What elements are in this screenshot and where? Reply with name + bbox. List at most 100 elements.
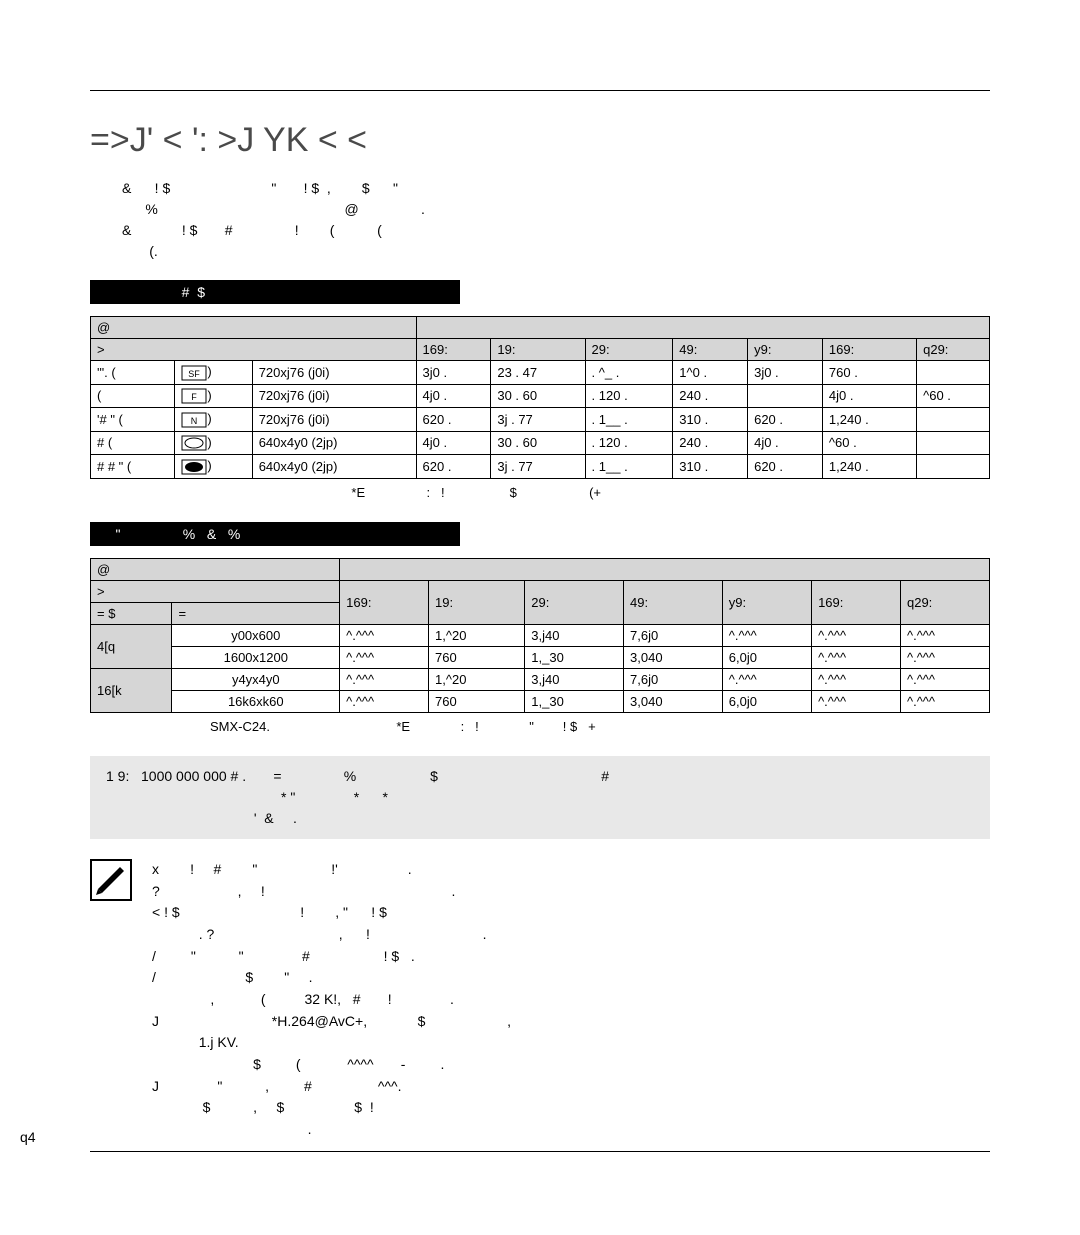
t1-cell <box>917 455 990 479</box>
t1-cell <box>748 384 823 408</box>
t1-cell: 310 . <box>673 408 748 432</box>
t1-cell: 620 . <box>748 408 823 432</box>
t1-cell <box>917 431 990 455</box>
t2-cell: 6,0j0 <box>722 690 811 712</box>
t2-cell: 3,040 <box>624 646 723 668</box>
t1-spec: 720xj76 (j0i) <box>252 384 416 408</box>
t1-cell: 310 . <box>673 455 748 479</box>
t1-cell: 240 . <box>673 384 748 408</box>
t1-cell: 3j0 . <box>748 361 823 385</box>
t1-col: 19: <box>491 339 585 361</box>
t1-cell: ^60 . <box>917 384 990 408</box>
t1-cell: 4j0 . <box>416 431 491 455</box>
top-rule <box>90 90 990 91</box>
t1-cell: 620 . <box>748 455 823 479</box>
table-2: @ > 169: 19: 29: 49: y9: 169: q29: = $ =… <box>90 558 990 713</box>
page: =>J' < ': >J YK < < & ! $ " ! $ , $ " % … <box>0 0 1080 1172</box>
t2-col: q29: <box>900 580 989 624</box>
t2-subleft-b: = <box>172 602 340 624</box>
t1-label: '# " ( <box>91 408 175 432</box>
t1-cell: 3j0 . <box>416 361 491 385</box>
t2-col: y9: <box>722 580 811 624</box>
quality-icon: F) <box>175 384 252 408</box>
t2-cell: ^.^^^ <box>722 668 811 690</box>
t1-cell: 3j . 77 <box>491 455 585 479</box>
t2-cell: 7,6j0 <box>624 668 723 690</box>
t2-cell: ^.^^^ <box>812 668 901 690</box>
t1-cell: . 120 . <box>585 431 673 455</box>
quality-icon: ) <box>175 431 252 455</box>
t1-cell <box>917 361 990 385</box>
t1-footnote: *E : ! $ (+ <box>290 485 990 500</box>
t1-label: ( <box>91 384 175 408</box>
t2-cell: 6,0j0 <box>722 646 811 668</box>
t2-hdr-major: @ <box>91 558 340 580</box>
t1-col: 49: <box>673 339 748 361</box>
t1-col: q29: <box>917 339 990 361</box>
t1-cell: ^60 . <box>822 431 916 455</box>
t2-cell: ^.^^^ <box>340 668 429 690</box>
t1-cell: 240 . <box>673 431 748 455</box>
t2-cell: ^.^^^ <box>900 690 989 712</box>
t2-cell: ^.^^^ <box>900 646 989 668</box>
t2-cell: 3,j40 <box>525 668 624 690</box>
t1-cell: . 1__ . <box>585 455 673 479</box>
quality-icon: ) <box>175 455 252 479</box>
svg-text:SF: SF <box>189 369 201 379</box>
t1-cell: . 1__ . <box>585 408 673 432</box>
t1-cell: . ^_ . <box>585 361 673 385</box>
t1-hdr-blank <box>416 317 989 339</box>
t1-label: # # " ( <box>91 455 175 479</box>
t2-cell: ^.^^^ <box>340 624 429 646</box>
t1-spec: 720xj76 (j0i) <box>252 408 416 432</box>
t1-spec: 640x4y0 (2jp) <box>252 455 416 479</box>
tips-block: x ! # " !' . ? , ! . < ! $ ! , " ! <box>90 859 990 1141</box>
t1-cell: 620 . <box>416 455 491 479</box>
t2-cell: 3,j40 <box>525 624 624 646</box>
table-1: @ > 169: 19: 29: 49: y9: 169: q29: '". (… <box>90 316 990 479</box>
t1-col: 169: <box>822 339 916 361</box>
t1-spec: 640x4y0 (2jp) <box>252 431 416 455</box>
t2-cell: ^.^^^ <box>340 690 429 712</box>
page-title: =>J' < ': >J YK < < <box>90 121 990 160</box>
section1-title: # $ <box>90 280 460 304</box>
t1-cell: . 120 . <box>585 384 673 408</box>
t2-footnote: SMX-C24. *E : ! " ! $ + <box>210 719 990 734</box>
t1-cell: 30 . 60 <box>491 431 585 455</box>
t2-group1: 4[q <box>91 624 172 668</box>
t2-cell: ^.^^^ <box>900 624 989 646</box>
t2-spec: 16k6xk60 <box>172 690 340 712</box>
t2-col: 169: <box>340 580 429 624</box>
t1-spec: 720xj76 (j0i) <box>252 361 416 385</box>
t1-col: y9: <box>748 339 823 361</box>
t2-cell: 1,^20 <box>429 624 525 646</box>
t2-spec: y00x600 <box>172 624 340 646</box>
t2-cell: 760 <box>429 646 525 668</box>
note-box: 1 9: 1000 000 000 # . = % $ # * " * * <box>90 756 990 839</box>
t1-hdr-major: @ <box>91 317 417 339</box>
t2-cell: ^.^^^ <box>900 668 989 690</box>
t2-cell: 7,6j0 <box>624 624 723 646</box>
t2-spec: 1600x1200 <box>172 646 340 668</box>
t2-cell: 1,_30 <box>525 690 624 712</box>
t1-col: 29: <box>585 339 673 361</box>
t2-col: 19: <box>429 580 525 624</box>
t2-cell: ^.^^^ <box>722 624 811 646</box>
t2-col: 169: <box>812 580 901 624</box>
t1-cell: 760 . <box>822 361 916 385</box>
t1-label: '". ( <box>91 361 175 385</box>
t2-cell: ^.^^^ <box>812 690 901 712</box>
quality-icon: SF) <box>175 361 252 385</box>
t1-cell: 23 . 47 <box>491 361 585 385</box>
t2-col: 49: <box>624 580 723 624</box>
tips-text: x ! # " !' . ? , ! . < ! $ ! , " ! <box>152 859 511 1141</box>
t2-hdr-blank <box>340 558 990 580</box>
t2-spec: y4yx4y0 <box>172 668 340 690</box>
t1-cell: 4j0 . <box>416 384 491 408</box>
t2-hdr-minor: > <box>91 580 340 602</box>
t1-cell: 3j . 77 <box>491 408 585 432</box>
t2-cell: 760 <box>429 690 525 712</box>
t1-label: # ( <box>91 431 175 455</box>
svg-text:F: F <box>192 392 198 402</box>
t1-cell: 1,240 . <box>822 455 916 479</box>
